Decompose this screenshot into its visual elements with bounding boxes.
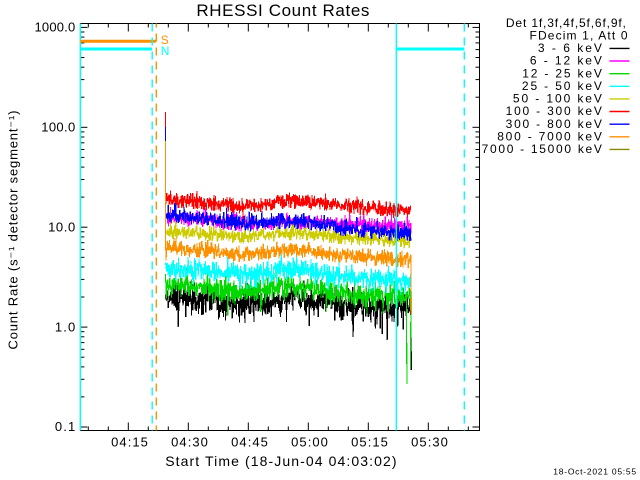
svg-text:05:15: 05:15 bbox=[351, 434, 388, 449]
svg-text:1.0: 1.0 bbox=[55, 319, 75, 334]
svg-text:N: N bbox=[161, 44, 170, 58]
svg-text:0.1: 0.1 bbox=[55, 419, 75, 434]
svg-text:04:30: 04:30 bbox=[171, 434, 208, 449]
svg-text:25 - 50 keV: 25 - 50 keV bbox=[522, 79, 602, 93]
svg-text:Det 1f,3f,4f,5f,6f,9f,: Det 1f,3f,4f,5f,6f,9f, bbox=[506, 16, 626, 30]
svg-text:04:45: 04:45 bbox=[231, 434, 268, 449]
svg-text:Start Time (18-Jun-04 04:03:02: Start Time (18-Jun-04 04:03:02) bbox=[165, 453, 396, 469]
svg-text:100.0: 100.0 bbox=[41, 120, 75, 135]
svg-text:RHESSI Count Rates: RHESSI Count Rates bbox=[196, 1, 369, 20]
svg-text:05:00: 05:00 bbox=[291, 434, 328, 449]
svg-text:7000 - 15000 keV: 7000 - 15000 keV bbox=[482, 142, 602, 156]
svg-text:12 - 25 keV: 12 - 25 keV bbox=[522, 66, 602, 80]
svg-text:3 - 6 keV: 3 - 6 keV bbox=[538, 41, 602, 55]
svg-text:800 - 7000 keV: 800 - 7000 keV bbox=[497, 129, 602, 143]
svg-text:50 - 100 keV: 50 - 100 keV bbox=[513, 92, 602, 106]
svg-text:05:30: 05:30 bbox=[411, 434, 448, 449]
svg-text:Count Rate (s⁻¹ detector segme: Count Rate (s⁻¹ detector segment⁻¹) bbox=[6, 110, 21, 349]
svg-text:S: S bbox=[161, 33, 169, 47]
svg-text:FDecim 1, Att 0: FDecim 1, Att 0 bbox=[530, 28, 628, 42]
svg-text:10.0: 10.0 bbox=[48, 219, 75, 234]
svg-text:18-Oct-2021 05:55: 18-Oct-2021 05:55 bbox=[553, 467, 636, 477]
svg-text:04:15: 04:15 bbox=[111, 434, 148, 449]
svg-text:1000.0: 1000.0 bbox=[35, 20, 76, 35]
